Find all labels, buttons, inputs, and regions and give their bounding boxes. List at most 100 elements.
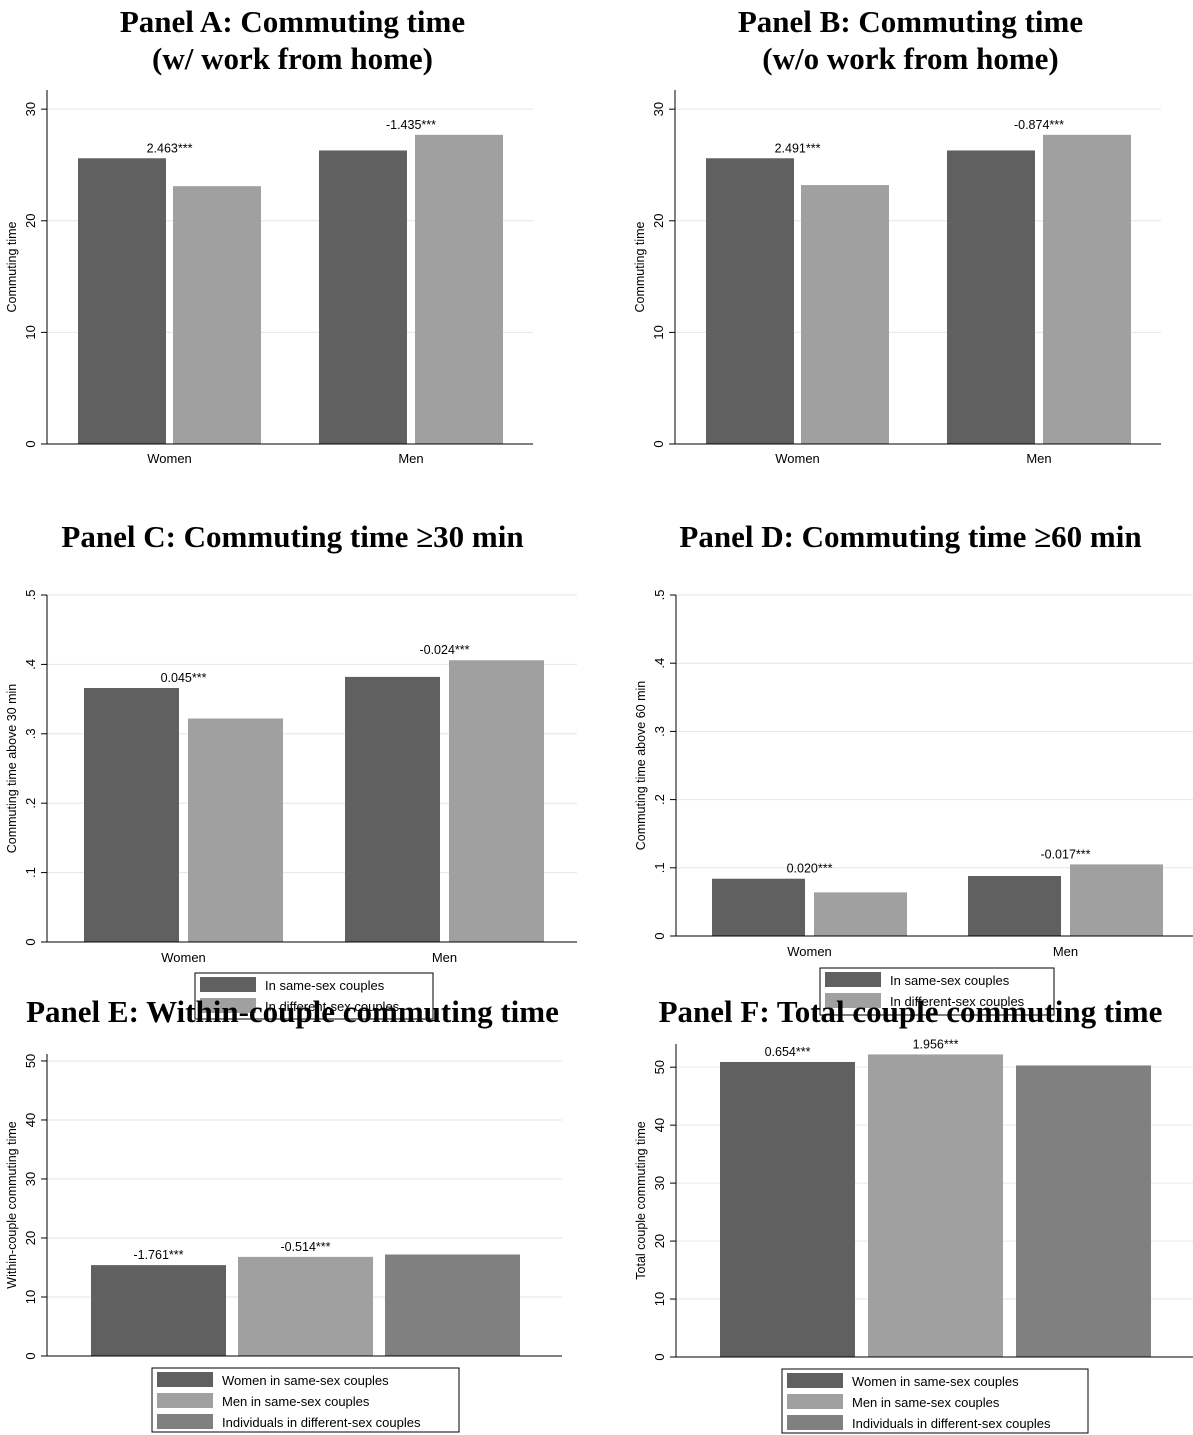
panel-a: Panel A: Commuting time (w/ work from ho… bbox=[0, 0, 585, 480]
y-tick-label: 30 bbox=[23, 1172, 38, 1186]
panel-f-chart: 0 10 20 30 40 50 Total couple commuting time 0.… bbox=[634, 1037, 1193, 1434]
y-axis-label: Total couple commuting time bbox=[634, 1121, 648, 1279]
y-tick-label: 50 bbox=[652, 1060, 667, 1074]
bar bbox=[91, 1265, 226, 1356]
data-label: 0.020*** bbox=[787, 862, 833, 876]
legend-swatch bbox=[200, 977, 256, 992]
bar bbox=[319, 150, 407, 444]
panel-e-chart: 0 10 20 30 40 50 Within-couple commuting time -… bbox=[5, 1054, 562, 1433]
panel-b-chart: 0 10 20 30 Commuting time 2.491*** Women -0.874… bbox=[633, 90, 1161, 466]
bar bbox=[1016, 1065, 1151, 1357]
y-axis-label: Commuting time above 30 min bbox=[5, 684, 19, 854]
legend-label: Women in same-sex couples bbox=[222, 1373, 389, 1388]
data-label: 1.956*** bbox=[913, 1037, 959, 1051]
bar bbox=[449, 660, 544, 942]
y-tick-label: 10 bbox=[652, 1292, 667, 1306]
panel-b-title-line-1: Panel B: Commuting time bbox=[737, 4, 1084, 39]
x-tick-label: Men bbox=[398, 451, 423, 466]
bar bbox=[173, 186, 261, 444]
y-axis-label: Commuting time above 60 min bbox=[634, 681, 648, 851]
legend-swatch bbox=[787, 1415, 843, 1430]
data-label: -0.874*** bbox=[1014, 118, 1064, 132]
panel-b: Panel B: Commuting time (w/o work from h… bbox=[628, 0, 1193, 480]
data-label: -0.017*** bbox=[1040, 847, 1090, 861]
panel-a-title: Panel A: Commuting time (w/ work from ho… bbox=[0, 3, 585, 77]
bar bbox=[968, 875, 1061, 936]
bar bbox=[84, 687, 179, 942]
x-tick-label: Women bbox=[147, 451, 192, 466]
legend-swatch bbox=[787, 1394, 843, 1409]
legend-label: Individuals in different-sex couples bbox=[222, 1415, 421, 1430]
x-tick-label: Men bbox=[432, 950, 457, 965]
panel-f-title: Panel F: Total couple commuting time bbox=[628, 993, 1193, 1030]
bar bbox=[415, 134, 503, 444]
panel-c-title-line-1: Panel C: Commuting time ≥30 min bbox=[61, 519, 524, 554]
panel-c-chart: 0 .1 .2 .3 .4 .5 Commuting time above 30 min 0.… bbox=[5, 590, 577, 1020]
bar bbox=[801, 185, 889, 444]
legend-swatch bbox=[157, 1414, 213, 1429]
legend-swatch bbox=[825, 993, 881, 1008]
bar bbox=[947, 150, 1035, 444]
y-tick-label: 30 bbox=[651, 102, 666, 116]
y-tick-label: .4 bbox=[23, 659, 38, 670]
panel-a-title-line-2: (w/ work from home) bbox=[152, 41, 433, 76]
data-label: 2.463*** bbox=[147, 141, 193, 155]
legend-swatch bbox=[825, 972, 881, 987]
y-tick-label: .3 bbox=[652, 726, 667, 737]
legend-label: Men in same-sex couples bbox=[852, 1395, 1000, 1410]
y-tick-label: 20 bbox=[23, 214, 38, 228]
bar bbox=[720, 1061, 855, 1357]
y-tick-label: 40 bbox=[23, 1113, 38, 1127]
data-label: -1.761*** bbox=[133, 1248, 183, 1262]
bar bbox=[868, 1054, 1003, 1357]
data-label: 0.045*** bbox=[161, 671, 207, 685]
data-label: 0.654*** bbox=[765, 1045, 811, 1059]
bar bbox=[78, 158, 166, 444]
x-tick-label: Women bbox=[775, 451, 820, 466]
y-tick-label: 0 bbox=[23, 440, 38, 447]
panel-c: Panel C: Commuting time ≥30 min 0 .1 .2 .3.… bbox=[0, 515, 585, 1020]
y-tick-label: .2 bbox=[652, 794, 667, 805]
legend-swatch bbox=[157, 1393, 213, 1408]
legend-label: Women in same-sex couples bbox=[852, 1374, 1019, 1389]
y-tick-label: .5 bbox=[23, 590, 38, 601]
bar bbox=[345, 676, 440, 942]
panel-f: Panel F: Total couple commuting time 0 10… bbox=[628, 990, 1193, 1435]
legend-label: Individuals in different-sex couples bbox=[852, 1416, 1051, 1431]
y-tick-label: .1 bbox=[652, 862, 667, 873]
legend-swatch bbox=[157, 1372, 213, 1387]
bar bbox=[814, 892, 907, 936]
panel-e: Panel E: Within-couple commuting time 0 1… bbox=[0, 990, 585, 1435]
y-tick-label: 10 bbox=[23, 1290, 38, 1304]
y-axis-label: Within-couple commuting time bbox=[5, 1121, 19, 1288]
y-tick-label: 20 bbox=[23, 1231, 38, 1245]
y-tick-label: 10 bbox=[23, 325, 38, 339]
panel-d: Panel D: Commuting time ≥60 min 0 .1 .2 .3.… bbox=[628, 515, 1193, 1016]
panel-c-title: Panel C: Commuting time ≥30 min bbox=[0, 518, 585, 555]
legend-label: In same-sex couples bbox=[265, 978, 385, 993]
y-axis-label: Commuting time bbox=[633, 221, 647, 312]
y-tick-label: 40 bbox=[652, 1118, 667, 1132]
y-tick-label: .4 bbox=[652, 658, 667, 669]
y-axis-label: Commuting time bbox=[5, 221, 19, 312]
x-tick-label: Men bbox=[1053, 944, 1078, 959]
y-tick-label: .1 bbox=[23, 867, 38, 878]
y-tick-label: 10 bbox=[651, 325, 666, 339]
panel-b-title: Panel B: Commuting time (w/o work from h… bbox=[628, 3, 1193, 77]
panel-d-title-line-1: Panel D: Commuting time ≥60 min bbox=[679, 519, 1142, 554]
y-tick-label: .2 bbox=[23, 798, 38, 809]
legend-swatch bbox=[787, 1373, 843, 1388]
bar bbox=[706, 158, 794, 444]
y-tick-label: 50 bbox=[23, 1054, 38, 1068]
legend-label: In different-sex couples bbox=[890, 994, 1025, 1009]
x-tick-label: Men bbox=[1026, 451, 1051, 466]
bar bbox=[1070, 864, 1163, 936]
bar bbox=[238, 1256, 373, 1356]
y-tick-label: 20 bbox=[651, 214, 666, 228]
panel-f-title-line-1: Panel F: Total couple commuting time bbox=[658, 994, 1163, 1029]
data-label: 2.491*** bbox=[775, 141, 821, 155]
y-tick-label: .5 bbox=[652, 590, 667, 601]
x-tick-label: Women bbox=[161, 950, 206, 965]
legend-label: In same-sex couples bbox=[890, 973, 1010, 988]
data-label: -0.514*** bbox=[280, 1240, 330, 1254]
